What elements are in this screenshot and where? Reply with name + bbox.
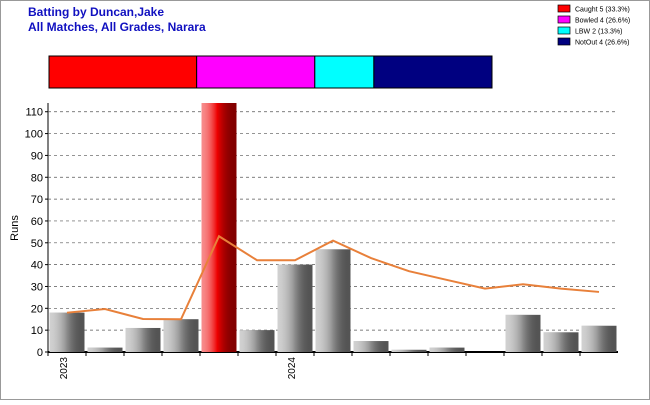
y-tick-label: 60 — [31, 216, 43, 228]
bar-shade — [581, 325, 617, 352]
outcome-segment — [373, 55, 493, 89]
y-axis-label: Runs — [9, 215, 21, 241]
x-tick-label: 2023 — [59, 357, 70, 380]
legend-label: NotOut 4 (26.6%) — [575, 40, 629, 47]
bar-shade — [277, 264, 313, 352]
y-tick-label: 70 — [31, 194, 43, 206]
y-tick-label: 90 — [31, 150, 43, 162]
bar-shade — [353, 341, 389, 352]
bar-shade — [163, 319, 199, 352]
legend-label: LBW 2 (13.3%) — [575, 29, 622, 36]
y-tick-label: 30 — [31, 281, 43, 293]
x-tick-label: 2024 — [287, 357, 298, 380]
line — [66, 234, 600, 321]
bar-shade — [87, 347, 123, 352]
bar-shade — [391, 349, 427, 352]
y-tick-label: 0 — [37, 347, 43, 359]
y-tick-label: 110 — [25, 107, 43, 119]
bar-shade — [239, 330, 275, 352]
legend-label: Caught 5 (33.3%) — [575, 7, 630, 14]
legend-swatch — [557, 4, 571, 13]
bar-shade — [429, 347, 465, 352]
bar-shade — [201, 103, 237, 352]
legend-label: Bowled 4 (26.6%) — [575, 18, 630, 25]
legend-swatch — [557, 26, 571, 35]
outcome-segment — [196, 55, 316, 89]
y-tick-label: 10 — [31, 325, 43, 337]
bar-shade — [49, 312, 85, 352]
y-tick-label: 50 — [31, 238, 43, 250]
bar-shade — [505, 314, 541, 352]
y-tick-label: 80 — [31, 172, 43, 184]
y-tick-label: 20 — [31, 303, 43, 315]
chart-title: Batting by Duncan,Jake — [28, 5, 164, 19]
bar-shade — [315, 249, 351, 352]
legend-swatch — [557, 37, 571, 46]
bar-shade — [543, 332, 579, 352]
y-tick-label: 40 — [31, 260, 43, 272]
chart-subtitle: All Matches, All Grades, Narara — [28, 20, 206, 34]
outcome-segment — [314, 55, 375, 89]
outcome-segment — [48, 55, 198, 89]
bar-shade — [125, 327, 161, 352]
y-tick-label: 100 — [25, 129, 43, 141]
legend-swatch — [557, 15, 571, 24]
